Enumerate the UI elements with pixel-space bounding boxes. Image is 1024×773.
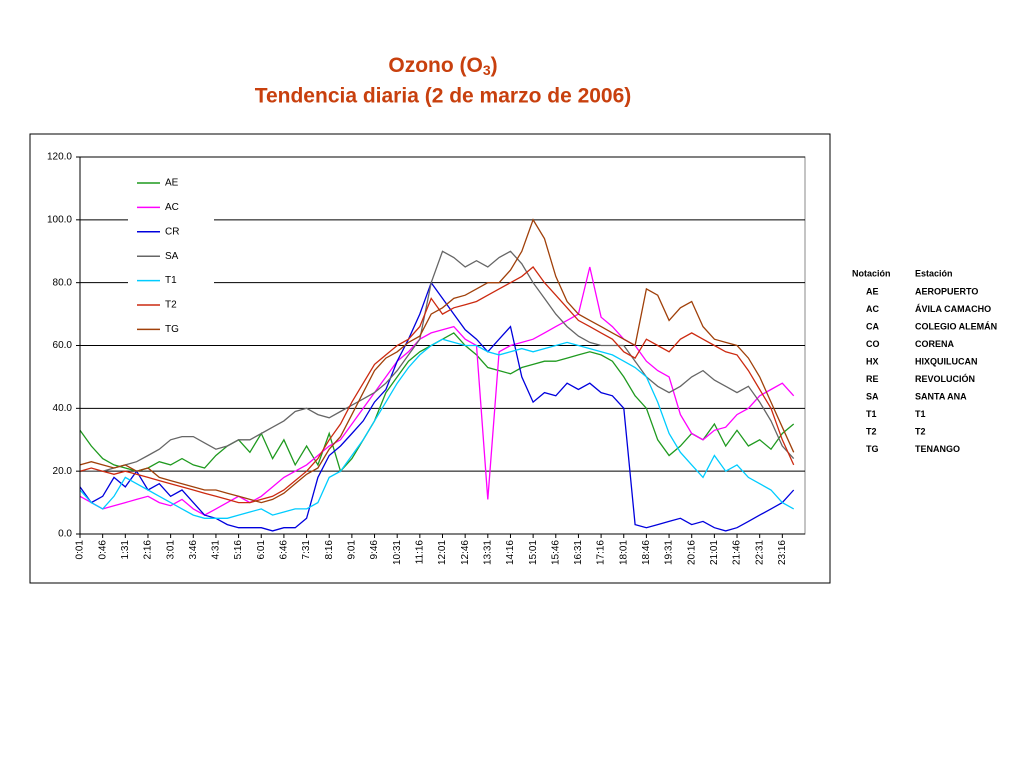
- table-cell: SANTA ANA: [915, 391, 967, 401]
- y-tick-label: 40.0: [53, 403, 73, 414]
- x-tick-label: 21:46: [732, 540, 743, 565]
- series-line: [80, 250, 795, 472]
- table-cell: ÁVILA CAMACHO: [915, 304, 991, 314]
- table-header: Notación: [852, 268, 891, 278]
- table-cell: AE: [866, 286, 879, 296]
- x-tick-label: 15:46: [550, 540, 561, 565]
- x-tick-label: 16:31: [573, 540, 584, 565]
- x-tick-label: 18:46: [641, 540, 652, 565]
- table-cell: CORENA: [915, 339, 955, 349]
- table-cell: SA: [866, 391, 879, 401]
- table-cell: T1: [866, 409, 877, 419]
- y-tick-label: 100.0: [47, 214, 72, 225]
- x-tick-label: 10:31: [392, 540, 403, 565]
- series-line: [79, 281, 795, 532]
- x-tick-label: 13:31: [482, 540, 493, 565]
- x-tick-label: 15:01: [528, 540, 539, 565]
- x-tick-label: 3:01: [165, 540, 176, 560]
- x-tick-label: 23:16: [777, 540, 788, 565]
- x-tick-label: 5:16: [233, 540, 244, 560]
- table-cell: REVOLUCIÓN: [915, 373, 975, 384]
- table-cell: T1: [915, 409, 926, 419]
- y-tick-label: 120.0: [47, 152, 72, 163]
- series-line: [79, 338, 795, 519]
- table-cell: HIXQUILUCAN: [915, 356, 978, 366]
- x-tick-label: 7:31: [301, 540, 312, 560]
- x-tick-label: 18:01: [618, 540, 629, 565]
- x-tick-label: 20:16: [686, 540, 697, 565]
- table-cell: COLEGIO ALEMÁN: [915, 321, 997, 331]
- x-tick-label: 2:16: [143, 540, 154, 560]
- legend-label: T1: [165, 275, 177, 286]
- x-tick-label: 19:31: [664, 540, 675, 565]
- y-tick-label: 0.0: [58, 529, 72, 540]
- x-tick-label: 6:01: [256, 540, 267, 560]
- x-tick-label: 3:46: [188, 540, 199, 560]
- table-header: Estación: [915, 268, 953, 278]
- y-tick-label: 60.0: [53, 340, 73, 351]
- x-tick-label: 8:16: [324, 540, 335, 560]
- legend-label: TG: [165, 324, 179, 335]
- x-tick-label: 17:16: [596, 540, 607, 565]
- table-cell: HX: [866, 356, 879, 366]
- series-line: [79, 266, 795, 504]
- title-main: Ozono (O: [388, 54, 482, 77]
- x-tick-label: 12:01: [437, 540, 448, 565]
- x-tick-label: 6:46: [279, 540, 290, 560]
- table-cell: TENANGO: [915, 444, 960, 454]
- x-tick-label: 11:16: [414, 540, 425, 565]
- table-cell: AEROPUERTO: [915, 286, 978, 296]
- table-cell: T2: [915, 426, 926, 436]
- series-line: [79, 218, 795, 504]
- x-tick-label: 9:46: [369, 540, 380, 560]
- table-cell: RE: [866, 374, 879, 384]
- y-tick-label: 20.0: [53, 466, 73, 477]
- table-cell: CA: [866, 321, 879, 331]
- chart-subtitle: Tendencia diaria (2 de marzo de 2006): [255, 85, 632, 108]
- x-tick-label: 1:31: [120, 540, 131, 560]
- legend-label: AE: [165, 178, 179, 189]
- x-tick-label: 4:31: [211, 540, 222, 560]
- table-cell: AC: [866, 304, 879, 314]
- legend-label: AC: [165, 202, 179, 213]
- chart-title: Ozono (O3): [388, 54, 497, 78]
- x-tick-label: 22:31: [754, 540, 765, 565]
- x-tick-label: 0:46: [97, 540, 108, 560]
- x-tick-label: 21:01: [709, 540, 720, 565]
- y-tick-label: 80.0: [53, 277, 73, 288]
- title-end: ): [491, 54, 498, 77]
- x-tick-label: 14:16: [505, 540, 516, 565]
- x-tick-label: 0:01: [75, 540, 86, 560]
- table-cell: CO: [866, 339, 880, 349]
- table-cell: TG: [866, 444, 879, 454]
- series-line: [79, 266, 795, 516]
- legend-label: SA: [165, 251, 179, 262]
- table-cell: T2: [866, 426, 877, 436]
- title-sub: 3: [483, 62, 491, 78]
- legend-label: T2: [165, 300, 177, 311]
- legend-label: CR: [165, 226, 179, 237]
- x-tick-label: 12:46: [460, 540, 471, 565]
- x-tick-label: 9:01: [347, 540, 358, 560]
